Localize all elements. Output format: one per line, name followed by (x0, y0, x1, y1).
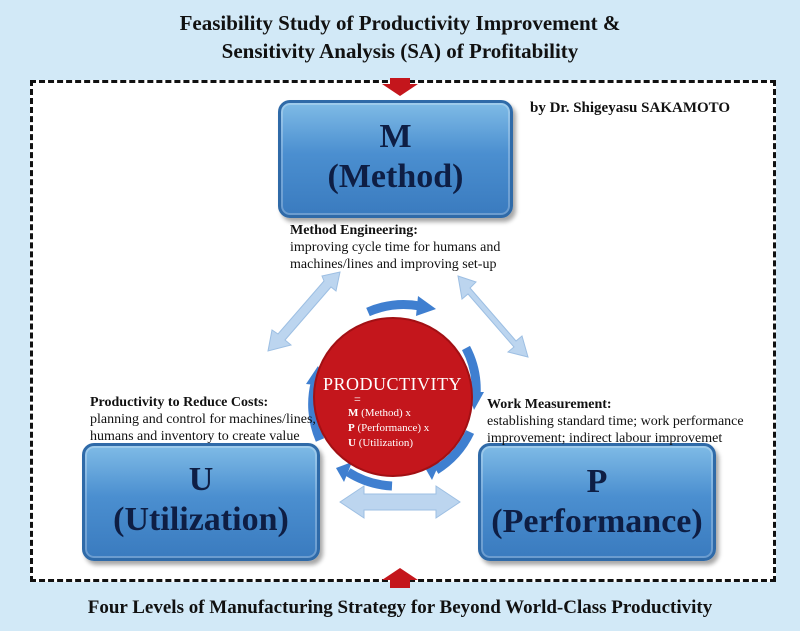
productivity-equals: = (354, 392, 361, 406)
method-label: (Method) (327, 158, 464, 195)
formula-factor-utilization: U (Utilization) (348, 436, 413, 450)
method-description-line-1: improving cycle time for humans and (290, 240, 501, 255)
formula-factor-performance-text: (Performance) x (354, 422, 430, 434)
title-line-2: Sensitivity Analysis (SA) of Profitabili… (221, 39, 579, 63)
double-arrow-u-p (339, 485, 461, 519)
formula-factor-method-text: (Method) x (358, 407, 411, 419)
performance-letter: P (586, 463, 608, 500)
formula-factor-method: M (Method) x (348, 406, 411, 420)
double-arrow-m-p (457, 275, 529, 358)
title-line-1: Feasibility Study of Productivity Improv… (179, 11, 621, 35)
cycle-arc-top (366, 300, 421, 317)
productivity-circle (313, 317, 473, 477)
utilization-description: Productivity to Reduce Costs: planning a… (90, 394, 316, 445)
performance-description: Work Measurement: establishing standard … (487, 396, 744, 447)
productivity-title: PRODUCTIVITY (323, 374, 462, 394)
footer-caption: Four Levels of Manufacturing Strategy fo… (87, 597, 713, 618)
formula-factor-method-letter: M (348, 407, 359, 419)
double-arrow-m-u (267, 271, 341, 352)
method-description-line-2: machines/lines and improving set-up (290, 257, 497, 272)
cycle-arrowhead-top (416, 296, 436, 316)
performance-box: P (Performance) (478, 443, 716, 561)
top-indicator-arrow (382, 78, 418, 96)
formula-factor-performance-letter: P (348, 422, 355, 434)
performance-description-line-2: improvement; indirect labour improvemet (487, 431, 723, 446)
performance-description-line-1: establishing standard time; work perform… (487, 414, 744, 429)
formula-factor-performance: P (Performance) x (348, 421, 429, 435)
utilization-description-line-2: humans and inventory to create value (90, 429, 300, 444)
author-byline: by Dr. Shigeyasu SAKAMOTO (530, 100, 731, 116)
method-letter: M (379, 118, 412, 155)
method-box: M (Method) (278, 100, 513, 218)
utilization-box: U (Utilization) (82, 443, 320, 561)
method-description: Method Engineering: improving cycle time… (290, 222, 500, 273)
formula-factor-utilization-text: (Utilization) (355, 437, 414, 449)
bottom-indicator-arrow (382, 568, 418, 588)
performance-label: (Performance) (491, 503, 703, 540)
utilization-description-line-1: planning and control for machines/lines, (90, 412, 316, 427)
utilization-description-heading: Productivity to Reduce Costs: (90, 395, 269, 410)
utilization-label: (Utilization) (113, 501, 289, 538)
formula-factor-utilization-letter: U (348, 437, 356, 449)
cycle-arc-lower-right (433, 429, 475, 474)
utilization-letter: U (188, 461, 214, 498)
cycle-arrowhead-bottom (336, 462, 352, 482)
cycle-arc-bottom (345, 468, 393, 491)
performance-description-heading: Work Measurement: (487, 397, 612, 412)
method-description-heading: Method Engineering: (290, 223, 418, 238)
